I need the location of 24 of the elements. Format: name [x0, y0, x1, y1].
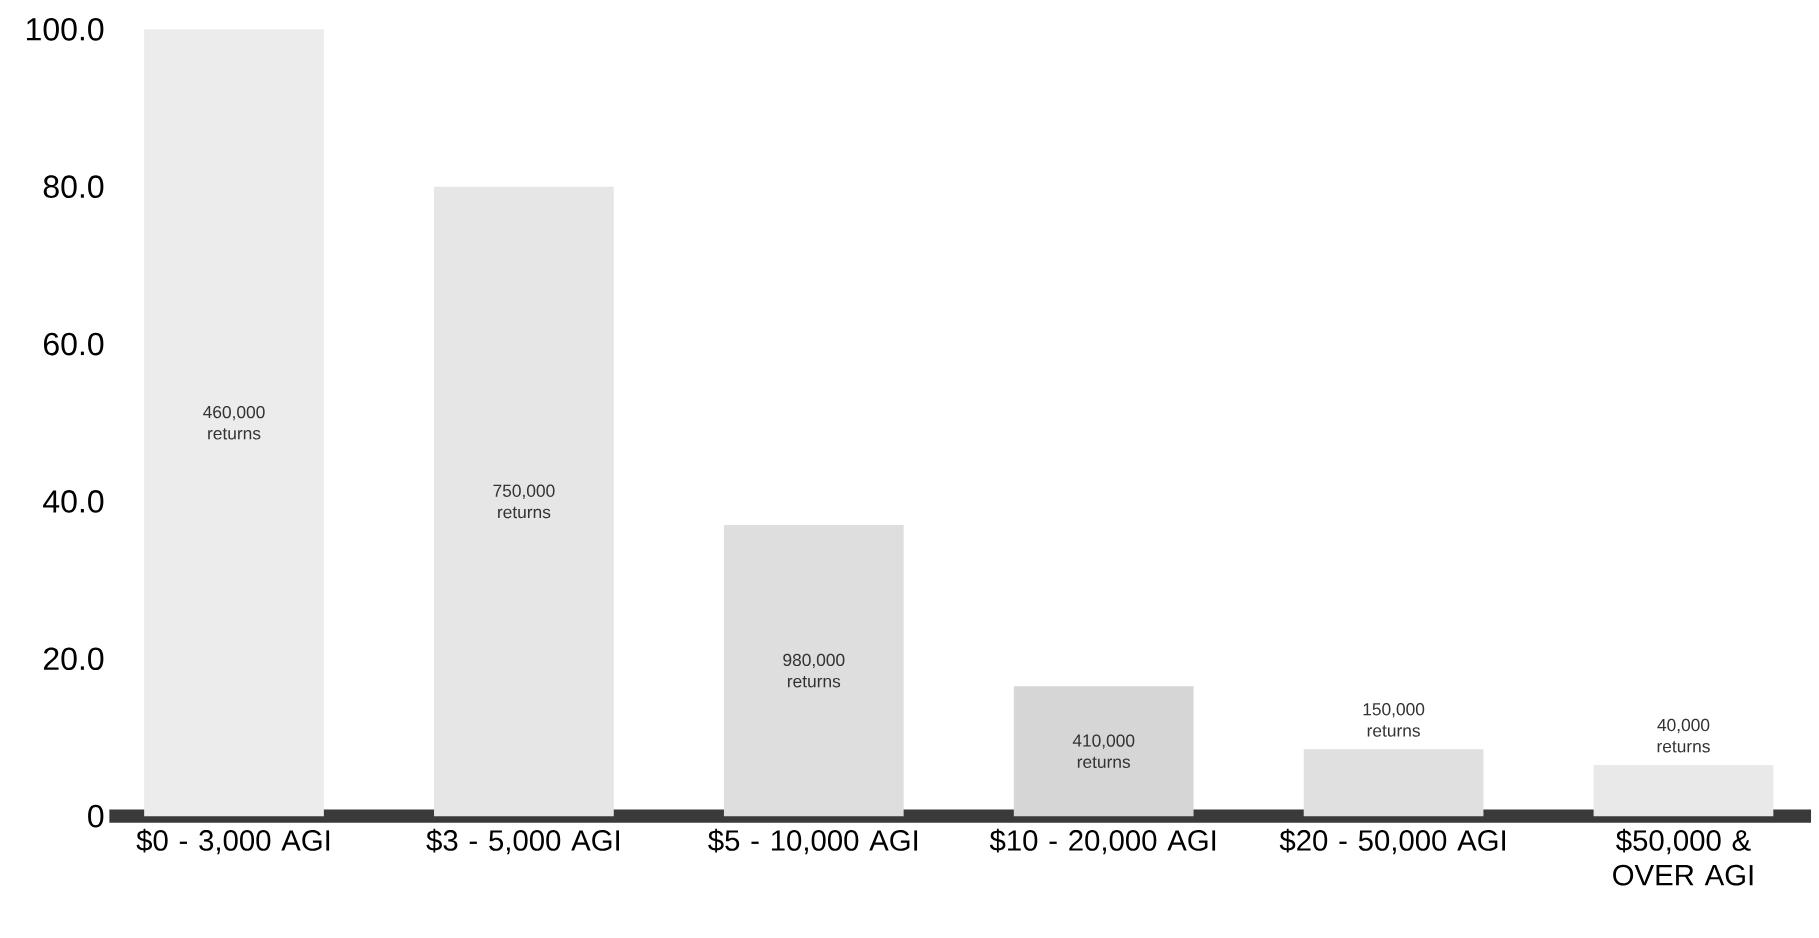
- y-tick-label: 80.0: [43, 175, 104, 199]
- y-tick-label: 60.0: [43, 332, 104, 356]
- bar: [1593, 765, 1774, 817]
- bar: [1013, 686, 1194, 817]
- annotation: 150,000 returns: [1363, 703, 1425, 737]
- x-tick-label: $10 - 20,000 AGI: [989, 829, 1216, 855]
- annotation: 460,000 returns: [203, 406, 265, 440]
- y-tick-label: 100.0: [27, 18, 104, 41]
- annotation: 980,000 returns: [783, 654, 845, 688]
- y-tick-label: 20.0: [43, 647, 104, 671]
- x-tick-label: $5 - 10,000 AGI: [708, 829, 918, 855]
- annotation: 750,000 returns: [493, 484, 555, 519]
- annotation: 410,000 returns: [1072, 734, 1135, 769]
- bar: [434, 186, 614, 817]
- x-tick-label: $3 - 5,000 AGI: [426, 829, 619, 855]
- y-tick-label: 0: [88, 805, 104, 828]
- bar: [1303, 749, 1484, 817]
- x-tick-label: $20 - 50,000 AGI: [1279, 829, 1505, 855]
- x-tick-label: $50,000 & OVER AGI: [1613, 829, 1753, 886]
- bar: [723, 525, 904, 817]
- y-tick-label: 40.0: [43, 490, 104, 513]
- x-tick-label: $0 - 3,000 AGI: [136, 829, 330, 855]
- annotation: 40,000 returns: [1657, 719, 1710, 753]
- bar: [144, 29, 324, 817]
